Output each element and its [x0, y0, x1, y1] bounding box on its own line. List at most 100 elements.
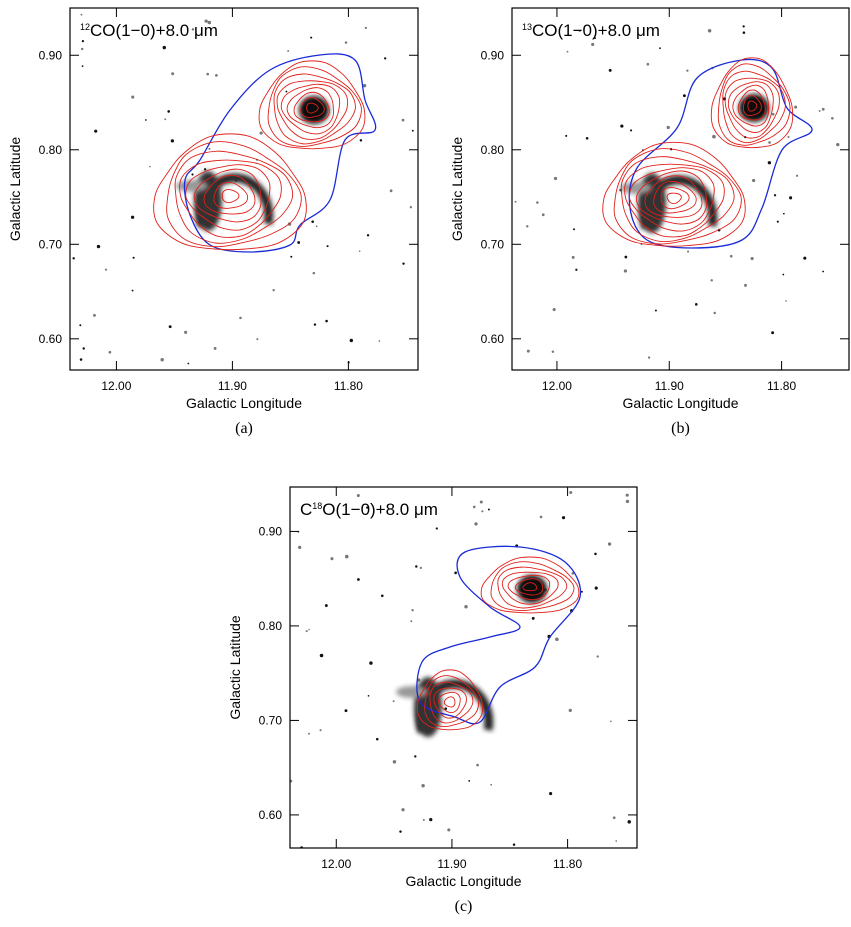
star — [256, 338, 259, 341]
star — [187, 362, 190, 365]
star — [573, 228, 576, 231]
y-axis-label: Galactic Latitude — [449, 137, 465, 241]
star — [526, 225, 529, 228]
star — [620, 124, 624, 128]
star — [821, 107, 825, 111]
star — [82, 347, 85, 350]
red-contour — [174, 150, 294, 244]
star — [647, 356, 651, 359]
star — [568, 708, 572, 712]
image-background — [290, 487, 637, 848]
star — [687, 250, 690, 253]
star — [768, 141, 771, 144]
plot-frame — [511, 7, 850, 371]
red-contour — [179, 159, 282, 238]
star — [79, 358, 83, 361]
star — [712, 134, 716, 139]
plot-frame — [69, 7, 419, 371]
red-contour — [193, 168, 262, 223]
star — [596, 655, 599, 658]
star — [145, 119, 147, 121]
star — [285, 90, 288, 93]
red-contour — [280, 83, 341, 135]
star — [429, 818, 433, 822]
star — [625, 499, 630, 504]
star — [364, 26, 368, 30]
x-tick-label: 11.90 — [218, 379, 247, 393]
star — [378, 340, 381, 342]
red-contour — [213, 181, 249, 209]
star — [512, 843, 516, 846]
red-contour — [724, 77, 780, 139]
star — [536, 201, 539, 204]
star — [422, 818, 425, 821]
y-tick-label: 0.70 — [481, 237, 505, 251]
panel-title: 12CO(1−0)+8.0 μm — [80, 21, 218, 40]
star — [389, 189, 393, 193]
star — [580, 590, 583, 593]
y-tick-label: 0.60 — [481, 332, 505, 346]
star — [565, 134, 568, 137]
star — [654, 309, 657, 312]
star — [710, 279, 713, 282]
star — [207, 20, 212, 25]
star — [785, 300, 787, 302]
caption: (c) — [455, 898, 473, 915]
star — [415, 565, 418, 568]
star — [553, 176, 558, 181]
star — [541, 213, 545, 217]
star — [208, 147, 211, 150]
image-layer — [290, 487, 637, 848]
y-tick-label: 0.90 — [259, 524, 283, 538]
star — [694, 303, 698, 306]
star — [628, 28, 631, 30]
y-axis-label: Galactic Latitude — [227, 615, 243, 719]
x-tick-label: 12.00 — [101, 379, 131, 393]
star — [795, 174, 799, 177]
star — [319, 653, 324, 658]
star — [623, 269, 628, 273]
star — [307, 732, 310, 735]
y-tick-label: 0.80 — [481, 143, 505, 157]
red-contour — [300, 97, 325, 118]
star — [297, 241, 301, 244]
star — [206, 72, 209, 76]
star — [666, 125, 670, 130]
star — [822, 270, 825, 273]
star — [399, 830, 402, 833]
star — [410, 620, 413, 623]
star — [742, 31, 746, 34]
star — [213, 347, 217, 350]
star — [551, 350, 555, 353]
title-text: O(1−0)+8.0 μm — [322, 500, 438, 519]
star — [803, 256, 807, 260]
star — [81, 65, 84, 67]
star — [272, 288, 275, 292]
star — [447, 828, 451, 832]
image-layer — [70, 8, 418, 370]
star — [682, 94, 686, 98]
star — [131, 289, 134, 292]
star — [787, 136, 790, 139]
red-contour — [737, 89, 766, 121]
star — [594, 37, 597, 40]
star — [555, 637, 559, 642]
red-contour — [417, 669, 483, 731]
star — [168, 325, 172, 329]
red-contour — [203, 174, 256, 215]
x-axis-label: Galactic Longitude — [186, 395, 302, 411]
star — [585, 136, 589, 140]
red-contour — [742, 94, 762, 117]
blue-contour — [628, 58, 813, 249]
star — [742, 25, 745, 28]
star — [646, 62, 650, 66]
red-contour — [429, 681, 474, 724]
star — [729, 254, 733, 258]
star — [831, 116, 834, 120]
diffuse-emission — [396, 686, 428, 698]
star — [411, 129, 414, 132]
star — [204, 19, 208, 23]
star — [203, 168, 207, 171]
star — [298, 545, 302, 550]
